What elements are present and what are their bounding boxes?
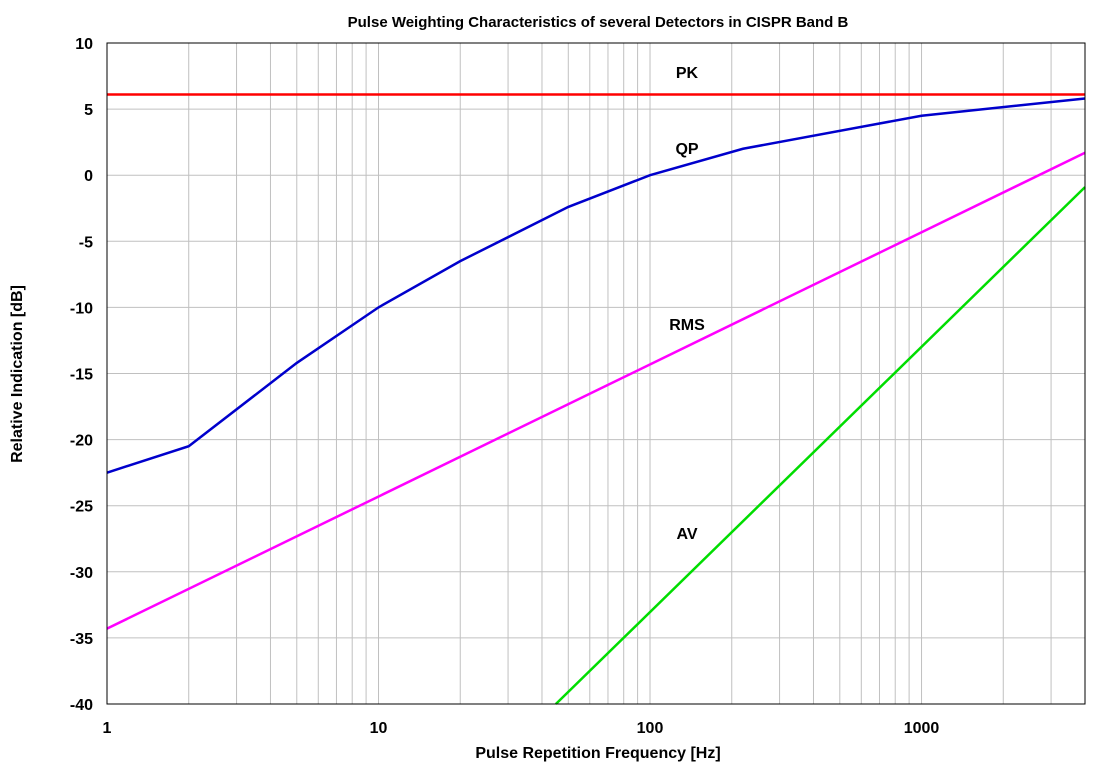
series-label-rms: RMS <box>669 317 705 334</box>
plot-frame <box>106 42 1086 705</box>
series-line-av <box>554 186 1086 705</box>
y-tick-label: -30 <box>70 565 93 582</box>
grid <box>107 43 1085 704</box>
series-line-qp <box>106 97 1086 474</box>
series-label-qp: QP <box>675 141 698 158</box>
y-tick-label: -10 <box>70 300 93 317</box>
x-tick-label: 100 <box>637 720 664 737</box>
y-tick-label: -20 <box>70 433 93 450</box>
y-tick-label: 10 <box>75 36 93 53</box>
y-tick-label: 0 <box>84 168 93 185</box>
x-tick-label: 1000 <box>904 720 940 737</box>
series-line-rms <box>106 151 1086 630</box>
series-labels: PK QP RMS AV <box>669 65 705 543</box>
y-tick-label: -25 <box>70 499 93 516</box>
x-tick-label: 1 <box>103 720 112 737</box>
series-lines <box>106 93 1086 705</box>
y-tick-label: -40 <box>70 697 93 714</box>
y-tick-label: -35 <box>70 631 93 648</box>
y-tick-label: -15 <box>70 367 93 384</box>
y-tick-label: -5 <box>79 234 93 251</box>
y-tick-label: 5 <box>84 102 93 119</box>
x-tick-label: 10 <box>370 720 388 737</box>
y-axis-label: Relative Indication [dB] <box>9 285 26 463</box>
chart-title: Pulse Weighting Characteristics of sever… <box>348 14 849 31</box>
series-label-av: AV <box>676 526 697 543</box>
series-label-pk: PK <box>676 65 699 82</box>
x-axis-label: Pulse Repetition Frequency [Hz] <box>475 745 720 762</box>
tick-labels: 10 5 0 -5 -10 -15 -20 -25 -30 -35 -40 1 10 100 1000 <box>70 36 940 737</box>
